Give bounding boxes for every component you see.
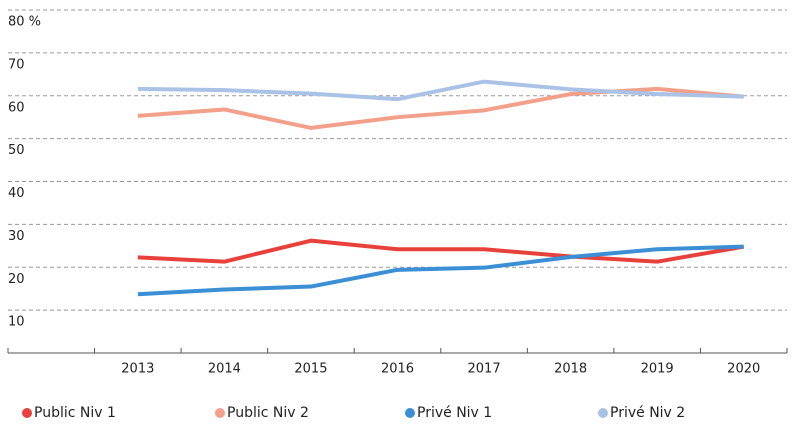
y-tick-label: 10 xyxy=(8,315,25,330)
y-tick-label: 40 xyxy=(8,186,25,201)
legend-label: Public Niv 1 xyxy=(34,405,116,421)
legend-label: Privé Niv 1 xyxy=(417,405,492,421)
series-line xyxy=(137,238,745,264)
y-tick-label: 20 xyxy=(8,272,25,287)
legend-label: Privé Niv 2 xyxy=(610,405,685,421)
series-line xyxy=(137,244,744,297)
series-line xyxy=(137,86,744,130)
y-tick-label: 30 xyxy=(8,229,25,244)
x-tick-label: 2020 xyxy=(727,362,760,377)
x-tick-label: 2016 xyxy=(381,362,414,377)
legend-swatch xyxy=(405,408,415,418)
x-tick-label: 2019 xyxy=(641,362,674,377)
y-tick-label: 60 xyxy=(8,100,25,115)
legend-swatch xyxy=(215,408,225,418)
legend-swatch xyxy=(598,408,608,418)
y-tick-label: 50 xyxy=(8,143,25,158)
x-tick-label: 2018 xyxy=(554,362,587,377)
x-tick-label: 2015 xyxy=(294,362,327,377)
series-line xyxy=(137,79,744,102)
legend-label: Public Niv 2 xyxy=(227,405,309,421)
y-tick-label: 70 xyxy=(8,57,25,72)
x-tick-label: 2017 xyxy=(468,362,501,377)
legend-swatch xyxy=(22,408,32,418)
y-tick-label: 80 % xyxy=(8,15,41,30)
x-tick-label: 2013 xyxy=(121,362,154,377)
x-tick-label: 2014 xyxy=(208,362,241,377)
